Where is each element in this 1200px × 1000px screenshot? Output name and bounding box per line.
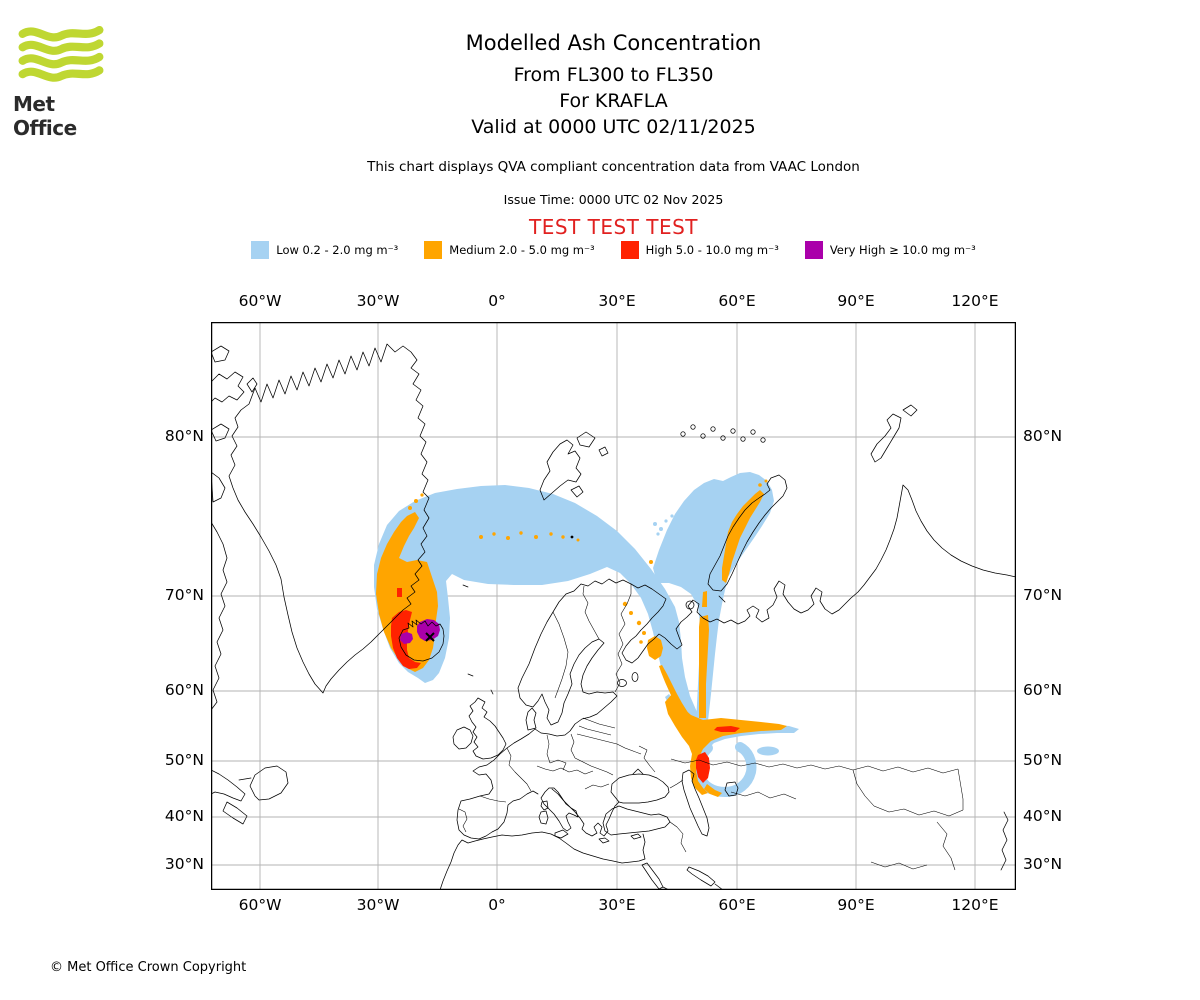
axis-bottom-30w: 30°W	[356, 896, 400, 914]
axis-top-0: 0°	[488, 292, 506, 310]
axis-right-80n: 80°N	[1023, 427, 1063, 445]
axis-top-120e: 120°E	[951, 292, 999, 310]
graticule	[211, 322, 1016, 890]
copyright: © Met Office Crown Copyright	[50, 960, 247, 975]
legend-label: Medium 2.0 - 5.0 mg m⁻³	[449, 243, 595, 257]
volcano-marker-icon	[425, 632, 435, 642]
axis-right-30n: 30°N	[1023, 855, 1063, 873]
axis-right-40n: 40°N	[1023, 807, 1063, 825]
medium-swatch-icon	[424, 241, 443, 259]
legend-item-high: High 5.0 - 10.0 mg m⁻³	[620, 241, 779, 259]
met-office-waves-icon	[18, 25, 104, 82]
legend-item-very-high: Very High ≥ 10.0 mg m⁻³	[804, 241, 976, 259]
qva-note: This chart displays QVA compliant concen…	[367, 159, 860, 175]
axis-left-80n: 80°N	[164, 427, 204, 445]
axis-bottom-0: 0°	[488, 896, 506, 914]
axis-bottom-30e: 30°E	[598, 896, 636, 914]
axis-left-30n: 30°N	[164, 855, 204, 873]
valid-time-subtitle: Valid at 0000 UTC 02/11/2025	[471, 116, 756, 138]
met-office-logo: Met Office	[13, 24, 123, 140]
test-banner: TEST TEST TEST	[528, 215, 698, 239]
ash-dispersion-map	[210, 321, 1017, 891]
axis-top-60e: 60°E	[718, 292, 756, 310]
legend-item-low: Low 0.2 - 2.0 mg m⁻³	[251, 241, 398, 259]
axis-top-30w: 30°W	[356, 292, 400, 310]
axis-left-60n: 60°N	[164, 681, 204, 699]
axis-bottom-90e: 90°E	[837, 896, 875, 914]
axis-bottom-60w: 60°W	[238, 896, 282, 914]
page-title: Modelled Ash Concentration	[465, 31, 762, 55]
axis-top-90e: 90°E	[837, 292, 875, 310]
flight-level-subtitle: From FL300 to FL350	[513, 64, 714, 86]
met-office-logo-text: Met Office	[13, 92, 77, 140]
axis-bottom-60e: 60°E	[718, 896, 756, 914]
legend-label: Low 0.2 - 2.0 mg m⁻³	[276, 243, 399, 257]
map-frame	[210, 321, 1017, 891]
legend-label: Very High ≥ 10.0 mg m⁻³	[829, 243, 976, 257]
axis-right-60n: 60°N	[1023, 681, 1063, 699]
country-borders	[458, 584, 964, 871]
axis-bottom-120e: 120°E	[951, 896, 999, 914]
very-high-swatch-icon	[804, 241, 823, 259]
legend-item-medium: Medium 2.0 - 5.0 mg m⁻³	[424, 241, 595, 259]
axis-right-70n: 70°N	[1023, 586, 1063, 604]
volcano-subtitle: For KRAFLA	[559, 90, 668, 112]
legend-label: High 5.0 - 10.0 mg m⁻³	[645, 243, 779, 257]
issue-time: Issue Time: 0000 UTC 02 Nov 2025	[503, 192, 724, 207]
axis-left-40n: 40°N	[164, 807, 204, 825]
axis-left-50n: 50°N	[164, 751, 204, 769]
legend: Low 0.2 - 2.0 mg m⁻³ Medium 2.0 - 5.0 mg…	[211, 241, 1016, 259]
coastlines	[210, 343, 1017, 891]
high-swatch-icon	[620, 241, 639, 259]
axis-right-50n: 50°N	[1023, 751, 1063, 769]
low-swatch-icon	[251, 241, 270, 259]
map-canvas	[210, 321, 1017, 891]
axis-left-70n: 70°N	[164, 586, 204, 604]
axis-top-30e: 30°E	[598, 292, 636, 310]
axis-top-60w: 60°W	[238, 292, 282, 310]
